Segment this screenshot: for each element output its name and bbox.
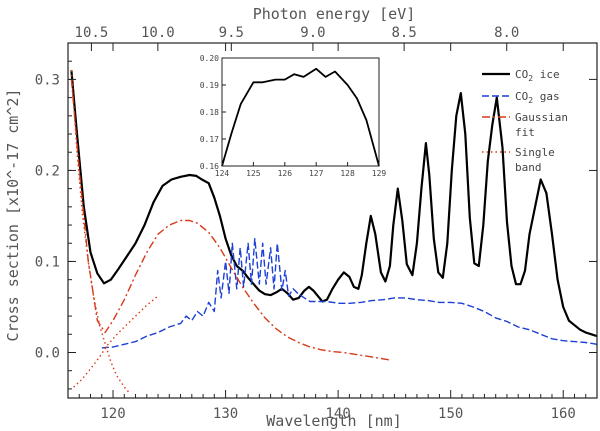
inset-y-tick-label: 0.19 — [200, 81, 219, 90]
inset-frame — [221, 57, 380, 167]
x2-axis-title: Photon energy [eV] — [253, 5, 416, 23]
inset-y-tick-label: 0.18 — [200, 108, 219, 117]
x2-tick-label: 10.0 — [141, 25, 175, 41]
inset-y-tick-label: 0.20 — [200, 54, 219, 63]
x2-tick-label: 9.0 — [300, 25, 325, 41]
legend-label: CO2 ice — [515, 68, 560, 83]
inset-x-tick-label: 124 — [215, 169, 230, 178]
x-tick-label: 130 — [213, 406, 238, 422]
x2-tick-label: 8.0 — [494, 25, 519, 41]
x-tick-label: 150 — [438, 406, 463, 422]
inset-x-tick-label: 127 — [309, 169, 324, 178]
inset-x-tick-label: 126 — [278, 169, 293, 178]
y-axis-title: Cross section [x10^-17 cm^2] — [4, 89, 22, 342]
legend-label: CO2 gas — [515, 90, 560, 105]
inset-x-tick-label: 128 — [340, 169, 355, 178]
inset-layer: 124 125 126 127 128 129 0.16 0.17 0.18 0.19 0.20 — [200, 54, 387, 178]
x-axis-title: Wavelength [nm] — [266, 412, 401, 430]
y-tick-label: 0.1 — [35, 254, 60, 270]
x2-tick-label: 10.5 — [75, 25, 109, 41]
legend: CO2 ice CO2 gas Gaussian fit Single band — [482, 68, 568, 174]
y-tick-label: 0.0 — [35, 345, 60, 361]
x-tick-label: 160 — [551, 406, 576, 422]
plot-frame — [67, 42, 598, 399]
inset-x-tick-label: 129 — [372, 169, 387, 178]
legend-label: Single band — [515, 146, 555, 174]
y-tick-label: 0.2 — [35, 163, 60, 179]
series-line-single-band — [70, 70, 159, 394]
plot-layer — [70, 70, 597, 394]
inset-y-tick-label: 0.17 — [200, 135, 219, 144]
x2-tick-label: 8.5 — [391, 25, 416, 41]
inset-line — [221, 67, 380, 167]
x-tick-label: 120 — [100, 406, 125, 422]
inset-y-tick-label: 0.16 — [200, 162, 219, 171]
x-tick-label: 140 — [325, 406, 350, 422]
series-line-co2-ice — [70, 70, 597, 338]
y-tick-label: 0.3 — [35, 72, 60, 88]
x2-tick-label: 9.5 — [219, 25, 244, 41]
axes-layer: 120 130 140 150 160 0.0 0.1 0.2 0.3 10.5 10.0 9.5 9.… — [35, 25, 598, 422]
inset-x-tick-label: 125 — [246, 169, 261, 178]
legend-label: Gaussian fit — [515, 111, 568, 139]
series-line-co2-gas — [101, 238, 597, 349]
